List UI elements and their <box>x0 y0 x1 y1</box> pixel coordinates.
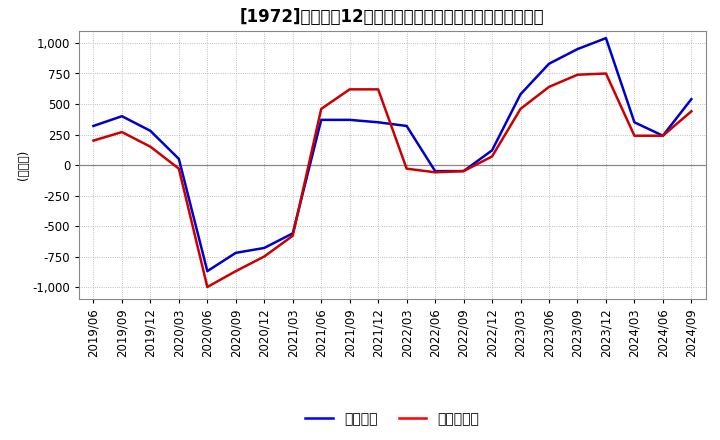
当期純利益 <box>174 166 183 171</box>
経常利益 <box>431 169 439 174</box>
経常利益 <box>232 250 240 256</box>
当期純利益 <box>602 71 611 76</box>
当期純利益 <box>117 129 126 135</box>
当期純利益 <box>431 170 439 175</box>
経常利益 <box>260 246 269 251</box>
当期純利益 <box>402 166 411 171</box>
当期純利益 <box>260 254 269 259</box>
当期純利益 <box>573 72 582 77</box>
当期純利益 <box>459 169 468 174</box>
経常利益 <box>89 123 98 128</box>
経常利益 <box>117 114 126 119</box>
当期純利益 <box>289 233 297 238</box>
当期純利益 <box>374 87 382 92</box>
経常利益 <box>459 169 468 174</box>
Y-axis label: (百万円): (百万円) <box>17 150 30 180</box>
経常利益 <box>317 117 325 122</box>
当期純利益 <box>545 84 554 90</box>
当期純利益 <box>346 87 354 92</box>
経常利益 <box>630 120 639 125</box>
Line: 当期純利益: 当期純利益 <box>94 73 691 287</box>
当期純利益 <box>232 268 240 274</box>
経常利益 <box>374 120 382 125</box>
Title: [1972]　利益の12か月移動合計の対前年同期増減額の推移: [1972] 利益の12か月移動合計の対前年同期増減額の推移 <box>240 8 545 26</box>
Line: 経常利益: 経常利益 <box>94 38 691 271</box>
経常利益 <box>346 117 354 122</box>
経常利益 <box>545 61 554 66</box>
当期純利益 <box>487 154 496 159</box>
経常利益 <box>602 36 611 41</box>
当期純利益 <box>203 284 212 290</box>
経常利益 <box>289 231 297 236</box>
経常利益 <box>573 47 582 52</box>
経常利益 <box>146 128 155 133</box>
経常利益 <box>402 123 411 128</box>
当期純利益 <box>146 144 155 149</box>
当期純利益 <box>630 133 639 138</box>
Legend: 経常利益, 当期純利益: 経常利益, 当期純利益 <box>300 407 485 432</box>
経常利益 <box>487 148 496 153</box>
経常利益 <box>687 96 696 102</box>
経常利益 <box>659 133 667 138</box>
当期純利益 <box>89 138 98 143</box>
経常利益 <box>203 268 212 274</box>
経常利益 <box>174 156 183 161</box>
当期純利益 <box>317 106 325 111</box>
経常利益 <box>516 92 525 97</box>
当期純利益 <box>659 133 667 138</box>
当期純利益 <box>516 106 525 111</box>
当期純利益 <box>687 109 696 114</box>
